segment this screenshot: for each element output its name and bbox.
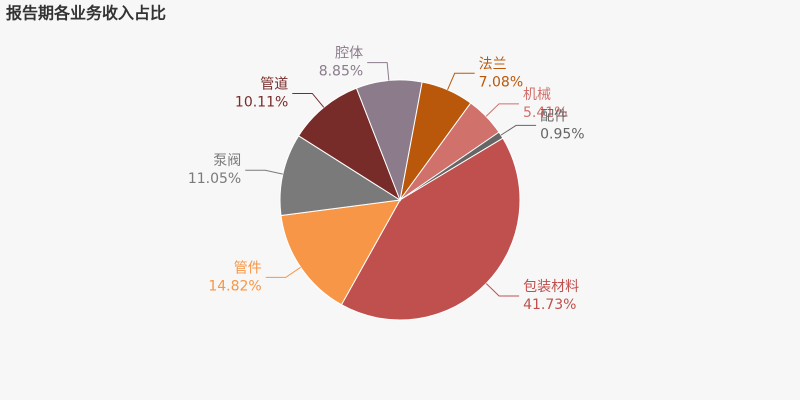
value-label: 10.11% xyxy=(235,94,288,110)
value-label: 7.08% xyxy=(479,74,523,90)
slice-label: 包装材料 xyxy=(523,279,579,295)
pie-slice xyxy=(280,199,401,306)
value-label: 8.85% xyxy=(319,64,363,80)
slice-label: 管件 xyxy=(234,260,262,276)
leader-line xyxy=(485,103,519,117)
pie-slice xyxy=(279,135,402,217)
leader-line xyxy=(367,62,390,81)
pie-slice xyxy=(297,87,402,202)
chart-title: 报告期各业务收入占比 xyxy=(6,4,166,23)
leader-line xyxy=(485,283,520,297)
slice-label: 管道 xyxy=(260,76,288,92)
value-label: 0.95% xyxy=(540,126,584,142)
leader-line xyxy=(265,266,301,278)
pie-slice xyxy=(340,137,521,321)
value-label: 11.05% xyxy=(188,171,241,187)
slice-label: 配件 xyxy=(540,108,568,124)
slice-label: 法兰 xyxy=(479,56,507,72)
leader-line xyxy=(447,72,475,91)
value-label: 41.73% xyxy=(523,297,576,313)
pie-slice xyxy=(355,79,423,202)
value-label: 14.82% xyxy=(208,278,261,294)
value-label: 5.41% xyxy=(523,105,567,121)
slice-label: 腔体 xyxy=(335,46,363,62)
slice-label: 机械 xyxy=(523,87,551,103)
leader-line xyxy=(245,169,283,175)
leader-line xyxy=(500,124,537,136)
leader-line xyxy=(292,92,325,108)
slice-label: 泵阀 xyxy=(213,153,241,169)
